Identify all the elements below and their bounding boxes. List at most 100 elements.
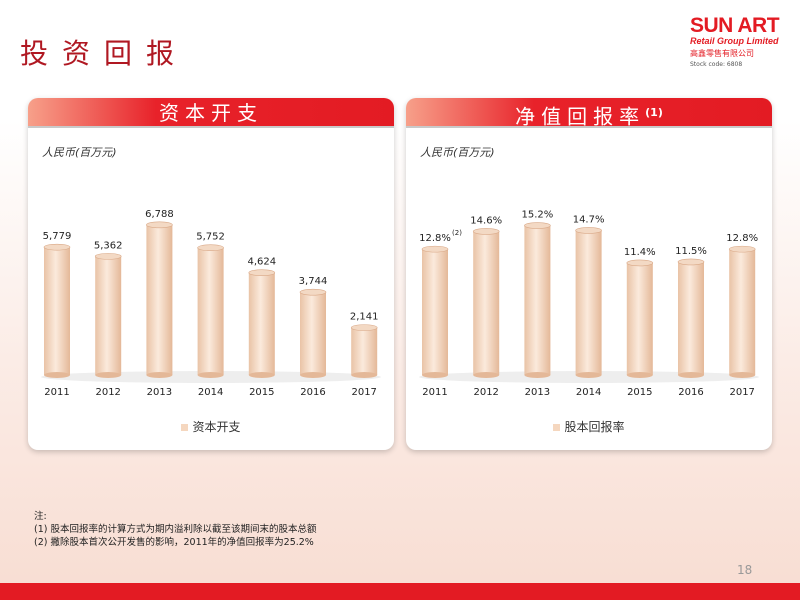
bar-top [248,269,276,276]
bar-base [197,372,224,378]
bar [146,224,173,375]
bar-base [575,372,602,378]
bar [197,247,224,375]
capex-chart: 5,779 2011 5,362 2012 6,788 2013 5,752 2014 4,62… [41,209,381,398]
footnotes: 注: (1) 股本回报率的计算方式为期内溢利除以截至该期间末的股本总额 (2) … [34,510,316,549]
bar-top [524,222,551,229]
x-tick-label: 2013 [147,387,172,398]
bar [678,261,704,375]
unit-label: 人民币(百万元) [420,146,495,159]
data-label: 4,624 [247,257,276,268]
bar [473,231,500,375]
x-tick-label: 2014 [576,387,601,398]
page-title: 投资回报 [20,37,189,70]
sun-art-logo: SUN ART Retail Group Limited 高鑫零售有限公司 St… [690,14,780,68]
bar [575,230,602,375]
bar-base [729,372,756,378]
bar [95,256,122,375]
data-label: 6,788 [145,209,174,220]
title-footnote: (1) [645,106,663,119]
bar [729,249,756,375]
notes-heading: 注: [34,511,47,522]
x-tick-label: 2016 [300,387,325,398]
annotation: (2) [452,229,462,237]
x-tick-label: 2012 [473,387,498,398]
bar [300,292,326,375]
roe-panel: 净值回报率(1) 人民币(百万元) 12.8% 2011 (2) 14.6% 2012 1… [406,98,772,450]
x-tick-label: 2017 [729,387,754,398]
stock-code: Stock code: 6808 [690,61,743,68]
data-label: 2,141 [350,312,379,323]
bar-base [626,372,653,378]
bar-top [299,288,327,296]
panel-header: 净值回报率(1) [406,98,772,129]
bar [351,327,378,375]
data-label: 11.4% [624,247,656,258]
data-label: 5,752 [196,232,225,243]
bar-top [626,259,654,267]
bar-top [677,258,705,266]
x-tick-label: 2011 [422,387,447,398]
bar [44,247,70,375]
bar-base [146,372,173,378]
x-tick-label: 2016 [678,387,703,398]
panel-header: 资本开支 [28,98,394,128]
bar-base [351,372,378,378]
bar-top [197,244,224,252]
page-number: 18 [737,563,753,577]
bar-base [422,372,448,378]
data-label: 12.8% [726,233,758,244]
data-label: 11.5% [675,246,707,257]
data-label: 15.2% [522,210,554,221]
bar [422,249,448,375]
legend-label: 资本开支 [192,420,241,434]
bar-base [44,372,70,378]
legend-label: 股本回报率 [564,420,625,434]
bar-top [472,228,500,235]
bar-base [248,372,275,378]
bar-top [350,324,378,331]
x-tick-label: 2011 [44,387,69,398]
note-2: (2) 撇除股本首次公开发售的影响，2011年的净值回报率为25.2% [34,537,314,548]
logo-cn: 高鑫零售有限公司 [690,49,754,58]
roe-chart: 12.8% 2011 (2) 14.6% 2012 15.2% 2013 14.7% 2014 1… [419,210,759,398]
bar-top [728,245,756,253]
legend: 资本开支 [28,418,394,435]
bar-base [473,372,500,378]
legend-swatch [181,424,189,431]
bar-top [575,227,602,234]
data-label: 5,779 [43,231,72,242]
x-tick-label: 2012 [95,387,120,398]
legend-swatch [553,424,561,431]
chart-title: 资本开支 [159,101,263,125]
data-label: 3,744 [299,276,328,287]
x-tick-label: 2015 [249,387,274,398]
logo-sub: Retail Group Limited [690,36,779,46]
bar [248,272,275,375]
bar [524,225,551,375]
bar-top [421,245,449,253]
note-1: (1) 股本回报率的计算方式为期内溢利除以截至该期间末的股本总额 [34,524,317,535]
capex-panel: 资本开支 人民币(百万元) 5,779 2011 5,362 2012 6,788 201… [28,98,394,450]
x-tick-label: 2015 [627,387,652,398]
bar [626,262,653,375]
data-label: 14.6% [470,215,502,226]
bar-base [524,372,551,378]
x-tick-label: 2017 [351,387,376,398]
x-tick-label: 2013 [525,387,550,398]
footer-bar [0,583,800,600]
data-label: 5,362 [94,240,123,251]
bar-base [678,372,704,378]
bar-top [43,243,71,251]
data-label: 12.8% [419,233,451,244]
unit-label: 人民币(百万元) [42,146,117,159]
bar-base [95,372,122,378]
bar-top [94,253,122,260]
x-tick-label: 2014 [198,387,223,398]
data-label: 14.7% [573,214,605,225]
legend: 股本回报率 [406,418,772,435]
logo-brand: SUN ART [690,14,780,37]
bar-top [146,221,173,229]
chart-title: 净值回报率 [515,104,646,129]
bar-base [300,372,326,378]
